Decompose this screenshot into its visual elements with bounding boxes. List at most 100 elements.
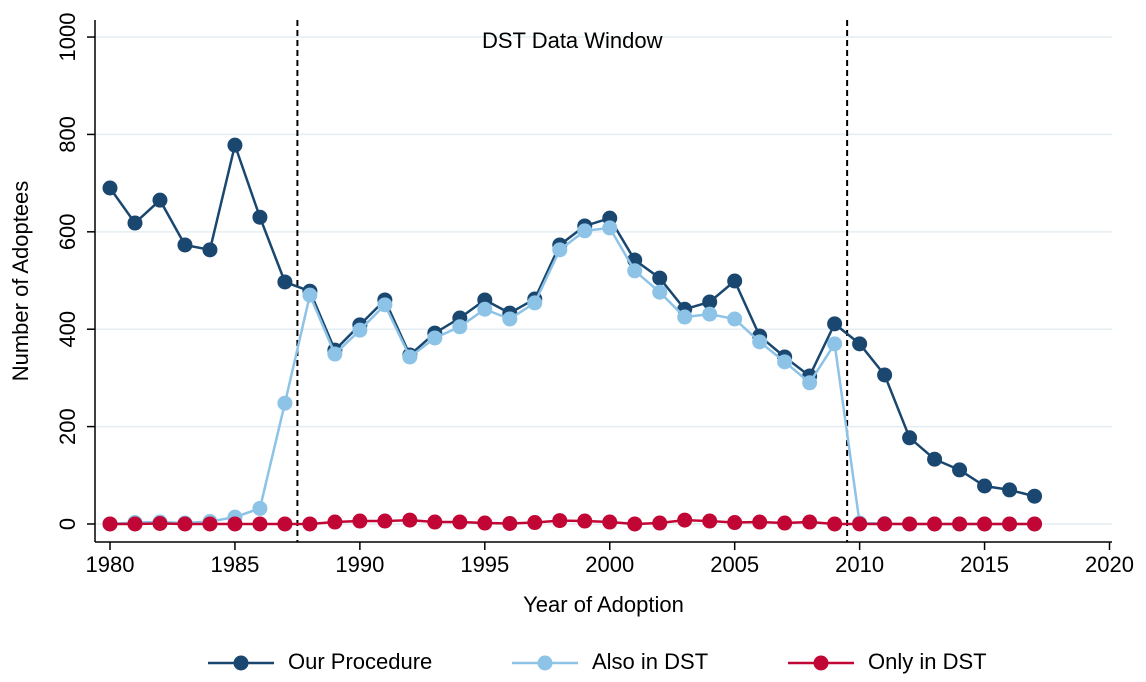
- point: [352, 513, 368, 529]
- x-tick-label: 1995: [460, 552, 509, 577]
- point: [802, 375, 818, 391]
- legend-marker: [233, 655, 249, 671]
- point: [427, 514, 443, 530]
- annotation: DST Data Window: [482, 28, 663, 53]
- point: [577, 513, 593, 529]
- x-tick-label: 1990: [335, 552, 384, 577]
- point: [602, 514, 618, 530]
- y-tick-label: 800: [55, 116, 80, 153]
- point: [452, 514, 468, 530]
- point: [902, 430, 918, 446]
- point: [727, 311, 743, 327]
- point: [852, 336, 868, 352]
- point: [102, 180, 118, 196]
- point: [177, 237, 193, 253]
- point: [902, 516, 918, 532]
- point: [602, 220, 618, 236]
- x-tick-label: 2010: [835, 552, 884, 577]
- point: [652, 515, 668, 531]
- point: [827, 336, 843, 352]
- point: [952, 516, 968, 532]
- point: [277, 274, 293, 290]
- point: [502, 515, 518, 531]
- point: [827, 316, 843, 332]
- x-tick-label: 1985: [210, 552, 259, 577]
- point: [502, 311, 518, 327]
- point: [252, 516, 268, 532]
- point: [227, 516, 243, 532]
- point: [152, 192, 168, 208]
- point: [852, 516, 868, 532]
- point: [477, 515, 493, 531]
- point: [927, 451, 943, 467]
- point: [752, 334, 768, 350]
- point: [402, 512, 418, 528]
- legend-label: Also in DST: [592, 649, 708, 674]
- point: [702, 294, 718, 310]
- point: [677, 309, 693, 325]
- x-tick-label: 1980: [86, 552, 135, 577]
- point: [552, 242, 568, 258]
- point: [927, 516, 943, 532]
- point: [577, 223, 593, 239]
- point: [152, 515, 168, 531]
- point: [1027, 488, 1043, 504]
- point: [277, 395, 293, 411]
- legend-label: Only in DST: [868, 649, 987, 674]
- point: [527, 295, 543, 311]
- point: [477, 301, 493, 317]
- point: [1002, 482, 1018, 498]
- x-axis-label: Year of Adoption: [523, 592, 684, 617]
- point: [227, 137, 243, 153]
- legend-item: Only in DST: [788, 649, 987, 674]
- point: [252, 209, 268, 225]
- point: [877, 367, 893, 383]
- series-line: [108, 140, 1035, 498]
- point: [177, 516, 193, 532]
- point: [552, 513, 568, 529]
- point: [377, 513, 393, 529]
- point: [127, 215, 143, 231]
- point: [527, 515, 543, 531]
- legend-marker: [813, 655, 829, 671]
- point: [702, 306, 718, 322]
- point: [252, 500, 268, 516]
- x-tick-label: 2000: [585, 552, 634, 577]
- point: [627, 516, 643, 532]
- y-tick-label: 200: [55, 408, 80, 445]
- point: [452, 319, 468, 335]
- point: [952, 462, 968, 478]
- series-line: [109, 226, 1035, 526]
- legend-item: Our Procedure: [208, 649, 432, 674]
- x-tick-label: 2020: [1085, 552, 1134, 577]
- x-tick-label: 2015: [960, 552, 1009, 577]
- point: [1002, 516, 1018, 532]
- point: [202, 516, 218, 532]
- point: [977, 516, 993, 532]
- point: [652, 270, 668, 286]
- point: [777, 354, 793, 370]
- point: [302, 516, 318, 532]
- point: [402, 349, 418, 365]
- point: [677, 512, 693, 528]
- point: [102, 516, 118, 532]
- y-tick-label: 400: [55, 311, 80, 348]
- y-axis-label: Number of Adoptees: [8, 181, 33, 382]
- point: [127, 516, 143, 532]
- point: [652, 284, 668, 300]
- y-tick-label: 0: [55, 518, 80, 530]
- point: [802, 514, 818, 530]
- point: [302, 287, 318, 303]
- legend-marker: [537, 655, 553, 671]
- point: [427, 330, 443, 346]
- point: [377, 297, 393, 313]
- point: [202, 242, 218, 258]
- legend-item: Also in DST: [512, 649, 708, 674]
- point: [977, 478, 993, 494]
- point: [877, 516, 893, 532]
- point: [777, 515, 793, 531]
- point: [827, 516, 843, 532]
- point: [627, 263, 643, 279]
- y-tick-label: 600: [55, 213, 80, 250]
